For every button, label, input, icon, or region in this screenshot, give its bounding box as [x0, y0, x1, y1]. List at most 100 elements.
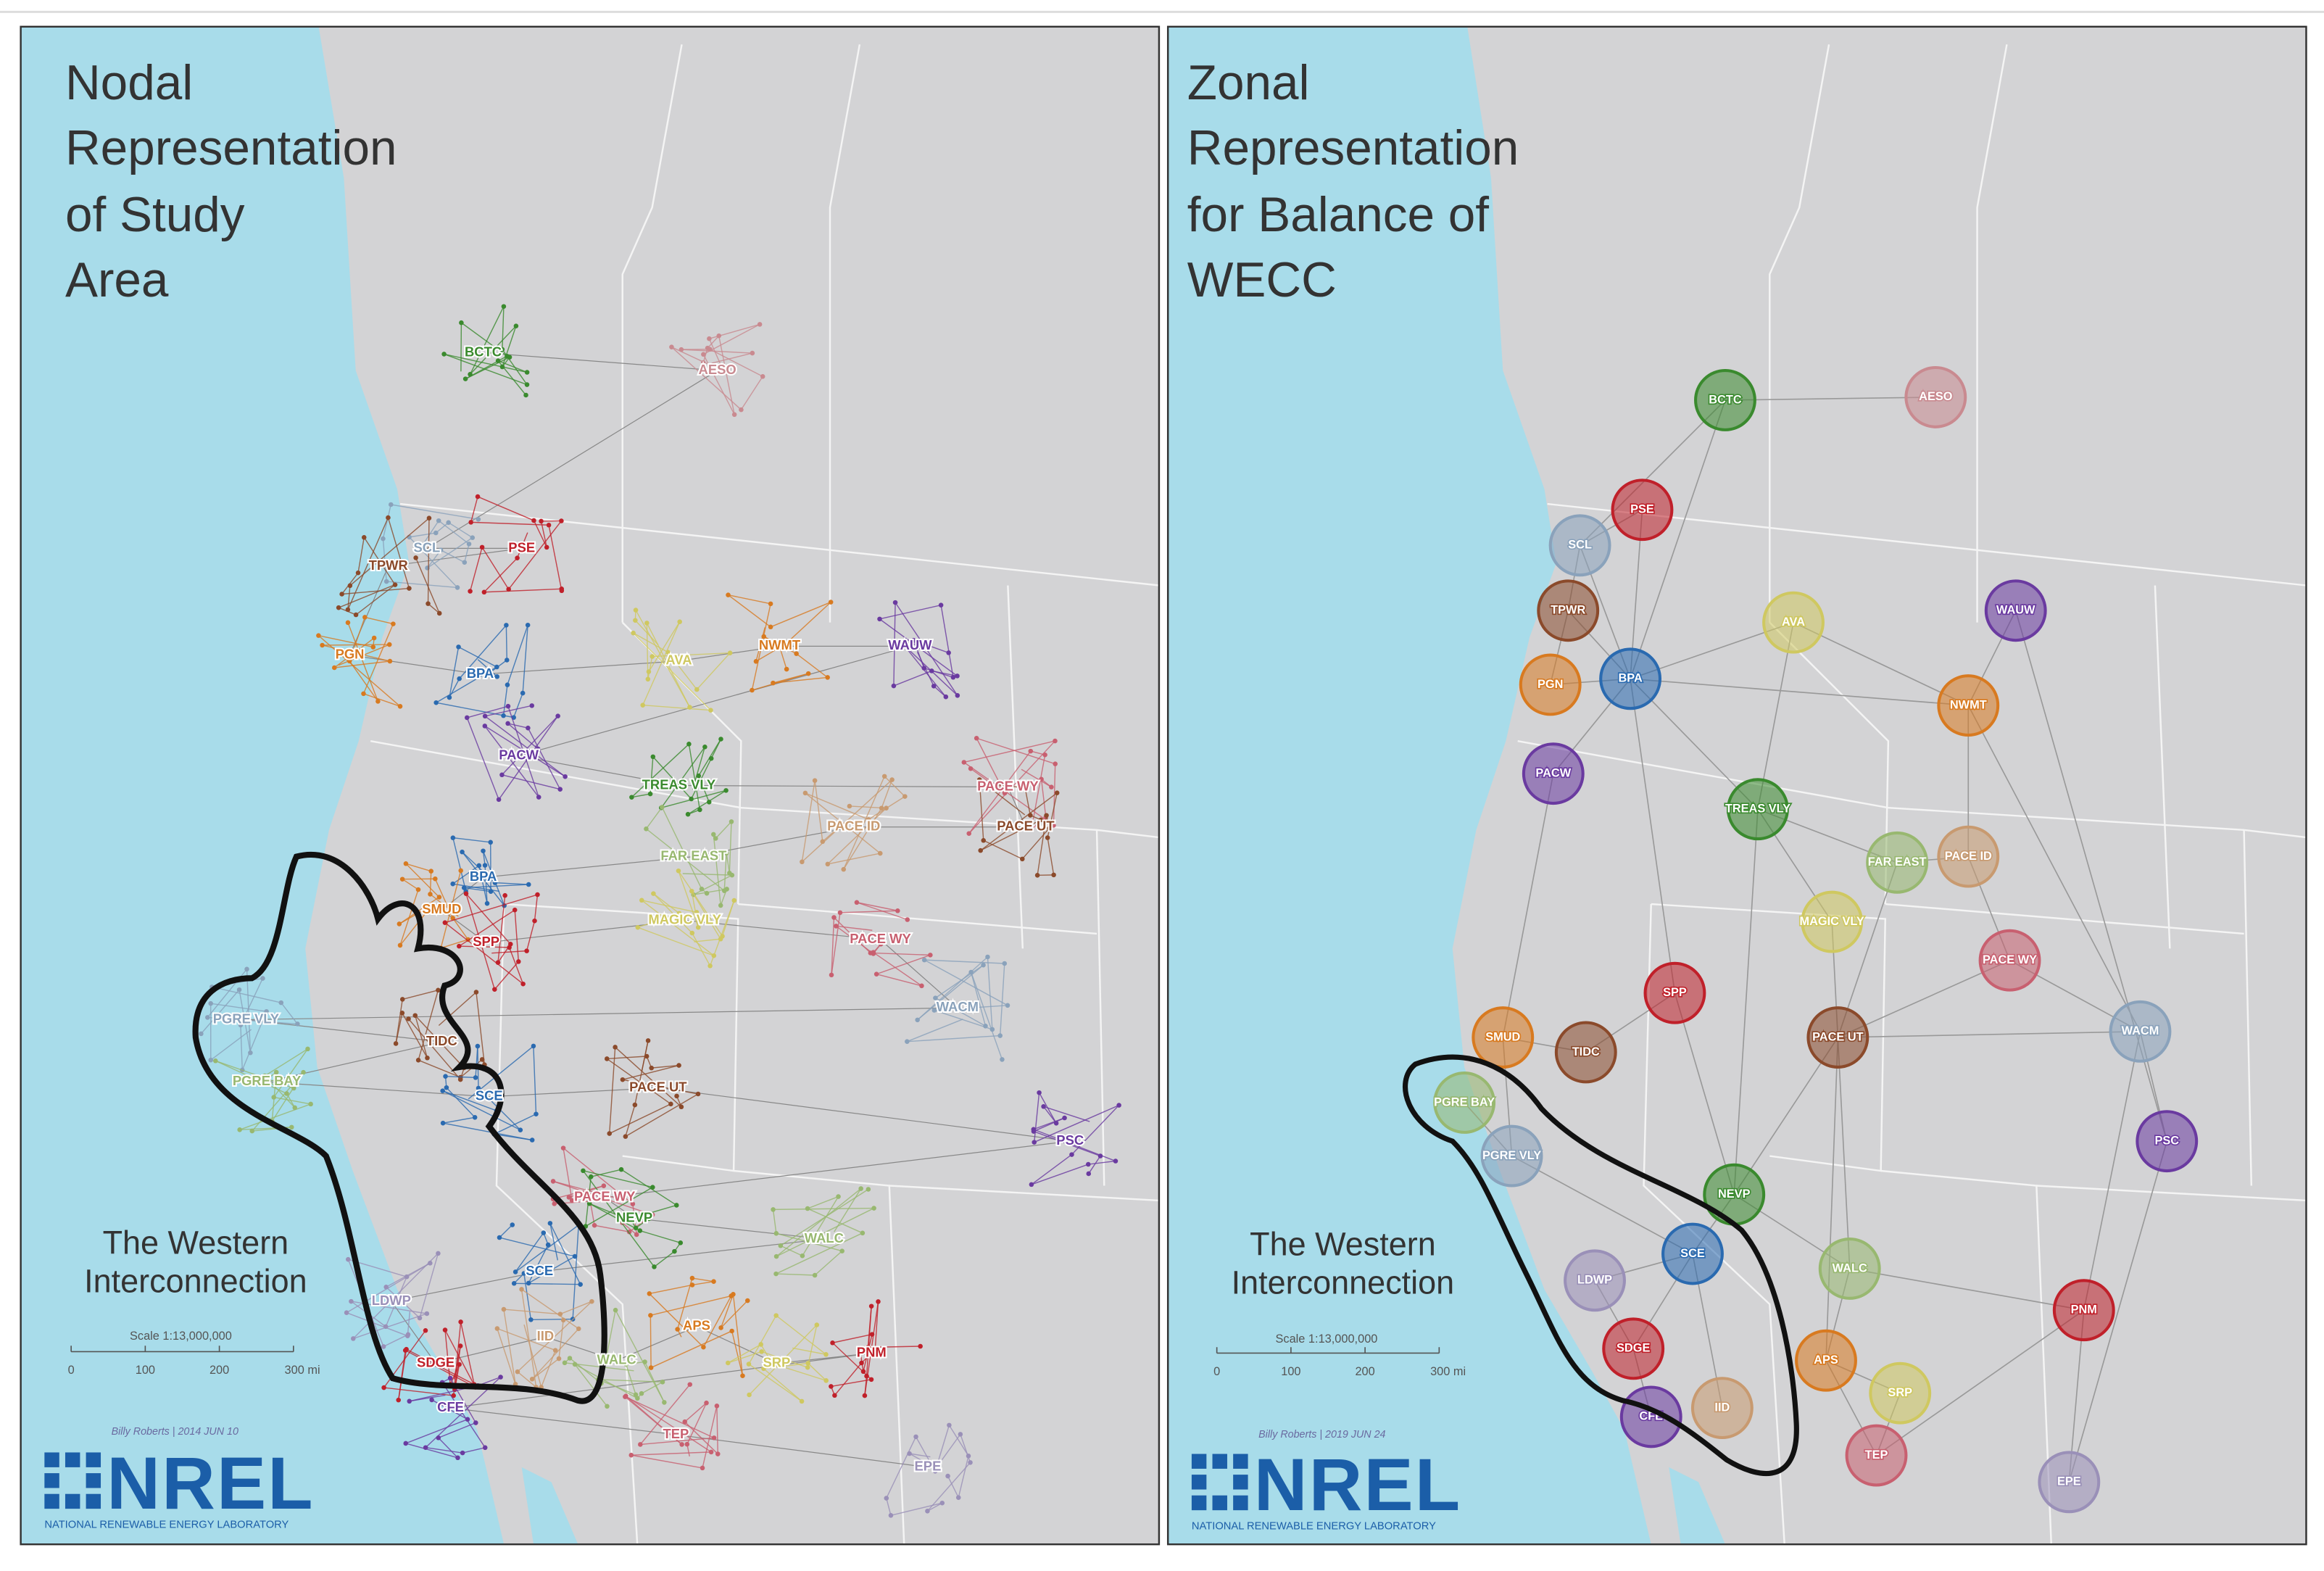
bus-line [441, 1382, 486, 1448]
bus-node [711, 1279, 716, 1284]
bus-line [505, 625, 507, 660]
bus-line [609, 1047, 616, 1134]
bus-node [689, 796, 694, 802]
bus-line [924, 667, 954, 678]
bus-node [393, 1041, 399, 1046]
bus-line [886, 1498, 892, 1516]
bus-line [924, 959, 1005, 964]
bus-node [458, 868, 463, 874]
bus-node [864, 1373, 869, 1379]
bus-line [634, 1040, 649, 1106]
zone-label: AVA [1782, 615, 1805, 629]
bus-node [406, 1016, 411, 1021]
bus-line [711, 352, 753, 364]
bus-node [473, 1075, 478, 1080]
bus-line [807, 1195, 839, 1209]
bus-line [520, 1289, 537, 1388]
transmission-line [391, 1301, 436, 1364]
bus-line [622, 1079, 699, 1095]
bus-line [934, 1005, 1008, 1011]
bus-line [402, 1012, 428, 1058]
bus-line [583, 1170, 653, 1188]
bus-node [496, 797, 502, 803]
bus-line [694, 938, 721, 942]
zone-circle [1472, 1006, 1535, 1069]
bus-line [834, 1362, 863, 1396]
bus-node [291, 1085, 296, 1091]
bus-node [528, 1317, 534, 1322]
bus-line [461, 851, 505, 906]
bus-node [524, 948, 529, 953]
zone-circle [1554, 1021, 1617, 1084]
zone-label: NEVP [1718, 1187, 1751, 1201]
transmission-line [246, 1007, 958, 1021]
bus-line [382, 504, 391, 539]
bus-line [563, 1148, 634, 1205]
zone-label: EPE [2057, 1475, 2081, 1488]
bus-node [510, 1222, 515, 1227]
zone-label: SDGE [417, 1355, 455, 1370]
subtitle: The Western [1250, 1226, 1436, 1263]
bus-node [532, 918, 537, 924]
bus-node [950, 675, 956, 680]
bus-line [640, 1437, 715, 1446]
zone-label: IID [1714, 1401, 1730, 1414]
bus-line [633, 632, 711, 711]
bus-node [397, 921, 402, 927]
bus-node [249, 1128, 255, 1134]
bus-node [968, 766, 974, 771]
bus-line [696, 652, 731, 690]
transmission-line [684, 919, 881, 940]
bus-line [558, 1319, 564, 1359]
bus-line [1033, 1117, 1065, 1132]
bus-line [650, 1315, 652, 1368]
bus-line [886, 1436, 917, 1499]
bus-line [402, 879, 419, 890]
bus-line [692, 1280, 714, 1286]
bus-line [503, 1309, 560, 1315]
bus-line [399, 905, 433, 946]
bus-line [776, 1315, 826, 1355]
bus-node [829, 972, 834, 978]
zone-label: TREAS VLY [1725, 803, 1790, 816]
bus-line [624, 1396, 683, 1445]
bus-line [805, 792, 881, 854]
transmission-line [483, 856, 694, 878]
bus-line [626, 1396, 712, 1453]
bus-line [281, 1002, 298, 1024]
bus-node [983, 1024, 988, 1029]
zone-circle [1818, 1238, 1881, 1300]
bus-node [955, 1495, 961, 1500]
bus-node [444, 1085, 449, 1090]
bus-node [199, 1031, 204, 1037]
bus-line [415, 1015, 465, 1069]
bus-line [637, 913, 680, 928]
bus-line [494, 882, 529, 885]
bus-line [843, 776, 885, 870]
bus-node [481, 848, 486, 853]
bus-line [1031, 1164, 1089, 1185]
title-line: Representation [65, 121, 397, 175]
bus-line [970, 768, 1005, 794]
bus-node [339, 592, 344, 597]
zone-circle [1869, 1361, 1932, 1425]
bus-node [727, 871, 732, 876]
bus-node [919, 983, 924, 989]
bus-node [345, 607, 351, 613]
bus-line [702, 347, 708, 363]
bus-line [460, 323, 462, 372]
transmission-line [634, 1217, 824, 1240]
zone-label: APS [1814, 1354, 1838, 1367]
zone-circle [1537, 579, 1600, 642]
bus-node [884, 805, 889, 811]
bus-line [484, 865, 488, 904]
bus-line [499, 1224, 513, 1238]
bus-node [694, 910, 700, 915]
bus-line [264, 1075, 296, 1108]
bus-node [812, 778, 818, 783]
bus-line [652, 893, 693, 934]
transmission-line [246, 1019, 442, 1043]
bus-line [353, 1313, 428, 1340]
bus-node [1038, 817, 1044, 823]
bus-line [710, 349, 763, 377]
